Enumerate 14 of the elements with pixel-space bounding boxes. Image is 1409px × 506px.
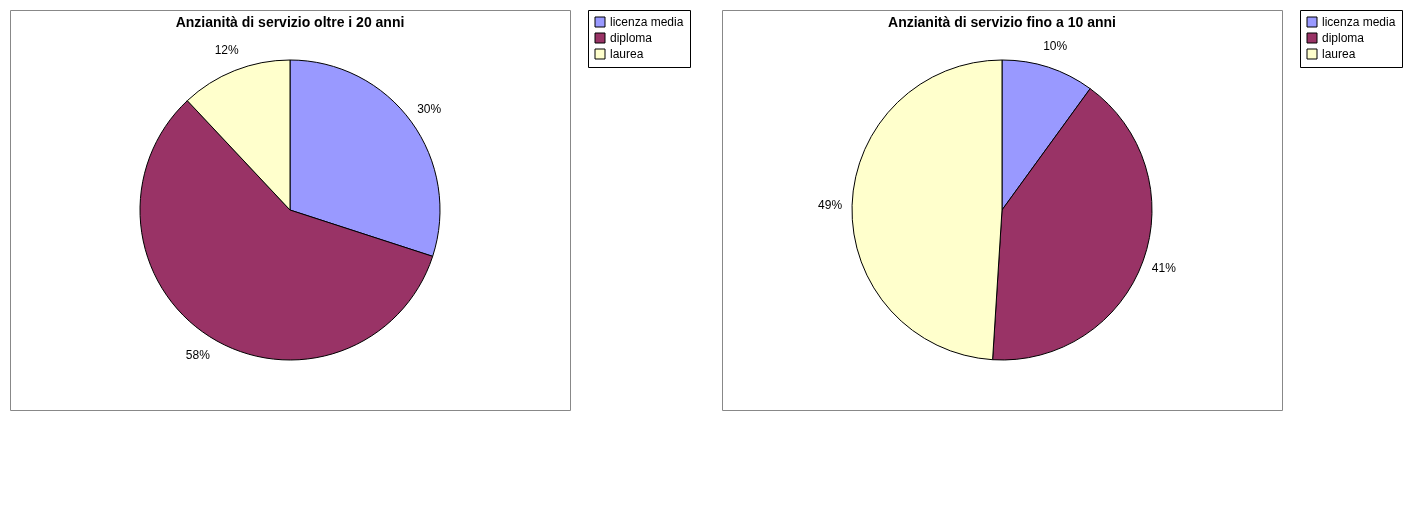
- legend-label: laurea: [1322, 47, 1356, 61]
- data-label: 49%: [818, 197, 843, 212]
- legend-label: licenza media: [1322, 15, 1396, 29]
- data-label: 30%: [417, 101, 442, 116]
- data-label: 58%: [185, 348, 211, 363]
- legend-label: licenza media: [610, 15, 684, 29]
- legend-label: diploma: [1322, 31, 1365, 45]
- legend-label: diploma: [610, 31, 653, 45]
- chart-title: Anzianità di servizio oltre i 20 anni: [175, 13, 405, 30]
- legend-label: laurea: [610, 47, 644, 61]
- data-label: 10%: [1043, 39, 1068, 54]
- chart-title: Anzianità di servizio fino a 10 anni: [888, 13, 1116, 30]
- data-label: 41%: [1151, 261, 1177, 276]
- data-label: 12%: [214, 43, 240, 58]
